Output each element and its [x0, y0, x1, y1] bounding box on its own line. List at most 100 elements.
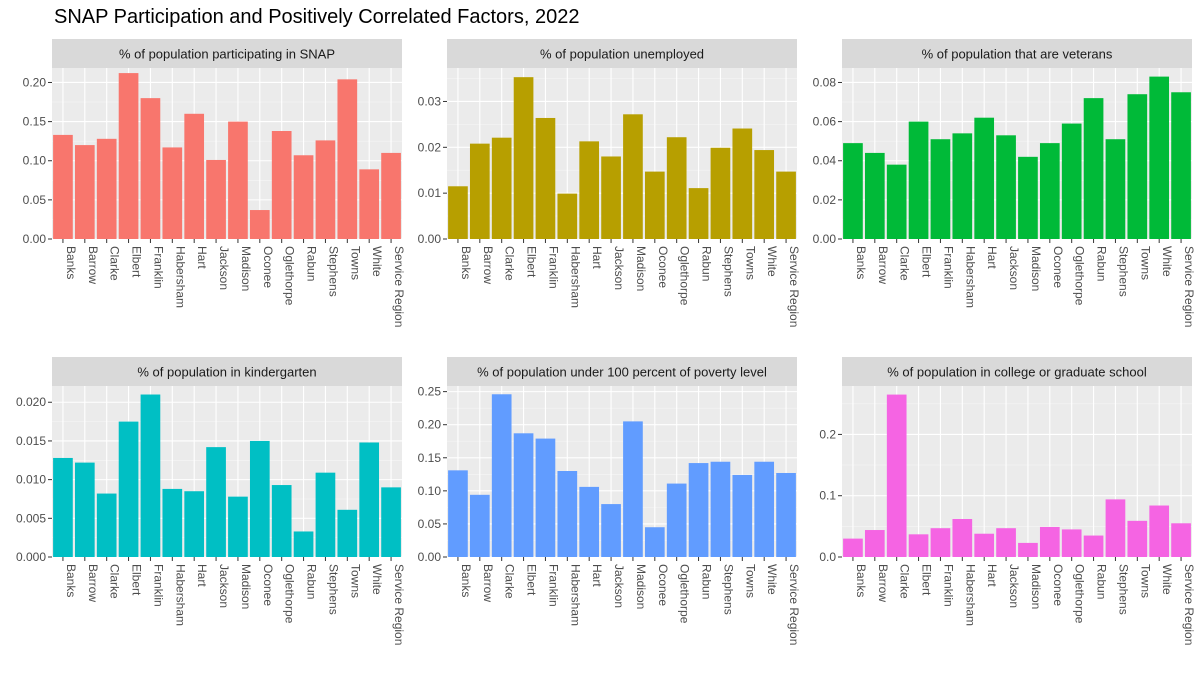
x-tick-label: Stephens: [1116, 564, 1130, 615]
bar-clarke: [886, 394, 907, 557]
y-tick-label: 0.20: [418, 418, 442, 432]
y-tick-label: 0.06: [813, 115, 837, 129]
bar-banks: [53, 457, 73, 557]
y-tick-label: 0.020: [16, 395, 46, 409]
x-tick-label: Rabun: [305, 564, 319, 599]
facet-panel-4: % of population in kindergarten 0.000 0.00…: [16, 357, 406, 645]
facet-title: % of population that are veterans: [922, 47, 1113, 62]
bar-hart: [974, 117, 995, 239]
bar-banks: [53, 134, 73, 239]
facet-panel-6: % of population in college or graduate s…: [819, 357, 1196, 645]
bar-oglethorpe: [271, 485, 292, 557]
x-tick-label: Barrow: [86, 564, 100, 602]
x-tick-label: Oconee: [261, 246, 275, 288]
y-tick-label: 0.2: [819, 427, 836, 441]
bar-hart: [974, 533, 995, 557]
x-tick-label: Towns: [743, 246, 757, 280]
x-tick-label: Habersham: [568, 564, 582, 626]
x-tick-label: Elbert: [920, 246, 934, 278]
y-tick-label: 0.00: [23, 232, 47, 246]
x-tick-label: Franklin: [941, 246, 955, 289]
facet-title: % of population unemployed: [540, 47, 704, 62]
bar-white: [359, 169, 380, 239]
x-tick-label: Madison: [1029, 246, 1043, 291]
x-tick-label: White: [1160, 564, 1174, 595]
x-tick-label: Stephens: [326, 246, 340, 297]
x-tick-label: Service Region: [392, 246, 406, 327]
y-tick-label: 0.0: [819, 550, 836, 564]
bar-barrow: [469, 494, 490, 557]
facet-title: % of population in kindergarten: [137, 365, 316, 380]
bar-banks: [843, 538, 863, 557]
bar-habersham: [162, 147, 183, 239]
x-tick-label: Stephens: [326, 564, 340, 615]
y-tick-label: 0.02: [813, 193, 837, 207]
y-tick-label: 0.02: [418, 140, 442, 154]
x-tick-label: Elbert: [525, 564, 539, 596]
x-tick-label: Habersham: [963, 564, 977, 626]
bar-clarke: [96, 138, 117, 239]
bar-elbert: [908, 121, 929, 239]
x-tick-label: Jackson: [217, 564, 231, 608]
bar-oconee: [1039, 526, 1060, 557]
facet-strip: [447, 39, 797, 68]
y-tick-label: 0.015: [16, 434, 46, 448]
bar-franklin: [930, 139, 951, 239]
x-tick-label: Oglethorpe: [283, 564, 297, 624]
bar-franklin: [535, 117, 556, 239]
y-tick-label: 0.10: [418, 484, 442, 498]
bar-banks: [448, 186, 468, 239]
x-tick-label: Barrow: [86, 246, 100, 284]
facet-strip: [842, 39, 1192, 68]
x-tick-label: Oglethorpe: [283, 246, 297, 306]
bar-hart: [579, 486, 600, 557]
bar-elbert: [908, 534, 929, 557]
bar-stephens: [710, 461, 731, 557]
x-tick-label: Oglethorpe: [678, 246, 692, 306]
bar-towns: [732, 128, 753, 239]
x-tick-label: Franklin: [546, 246, 560, 289]
facet-panel-1: % of population participating in SNAP 0.0…: [23, 39, 406, 327]
x-tick-label: Rabun: [1095, 564, 1109, 599]
y-tick-label: 0.25: [418, 385, 442, 399]
bar-banks: [843, 143, 863, 239]
bar-oconee: [249, 440, 270, 557]
bar-oconee: [1039, 143, 1060, 239]
x-tick-label: Madison: [634, 246, 648, 291]
bar-oglethorpe: [271, 131, 292, 239]
bar-towns: [1127, 94, 1148, 239]
bar-madison: [228, 496, 248, 557]
x-tick-label: Oconee: [656, 246, 670, 288]
y-tick-label: 0.00: [418, 550, 442, 564]
x-tick-label: Franklin: [151, 246, 165, 289]
facet-panel-3: % of population that are veterans 0.00 0.0…: [813, 39, 1196, 327]
bar-stephens: [315, 140, 336, 239]
y-tick-label: 0.000: [16, 550, 46, 564]
y-tick-label: 0.08: [813, 75, 837, 89]
y-tick-label: 0.15: [23, 115, 47, 129]
y-tick-label: 0.010: [16, 473, 46, 487]
bar-stephens: [1105, 139, 1126, 239]
x-tick-label: White: [765, 246, 779, 277]
x-tick-label: Rabun: [305, 246, 319, 281]
bar-oconee: [644, 527, 665, 557]
x-tick-label: Elbert: [525, 246, 539, 278]
bar-franklin: [140, 394, 161, 557]
bar-rabun: [1083, 98, 1104, 239]
x-tick-label: Habersham: [568, 246, 582, 308]
bar-habersham: [557, 193, 578, 239]
x-tick-label: Rabun: [700, 564, 714, 599]
bar-rabun: [293, 531, 314, 557]
bar-service-region: [776, 171, 796, 239]
bar-oconee: [644, 171, 665, 239]
x-tick-label: Oconee: [261, 564, 275, 606]
y-tick-label: 0.03: [418, 94, 442, 108]
y-tick-label: 0.01: [418, 186, 442, 200]
bar-white: [754, 461, 775, 557]
x-tick-label: Towns: [1138, 246, 1152, 280]
bar-habersham: [952, 133, 973, 239]
x-tick-label: Franklin: [546, 564, 560, 607]
x-tick-label: Barrow: [481, 246, 495, 284]
x-tick-label: Service Region: [1182, 564, 1196, 645]
